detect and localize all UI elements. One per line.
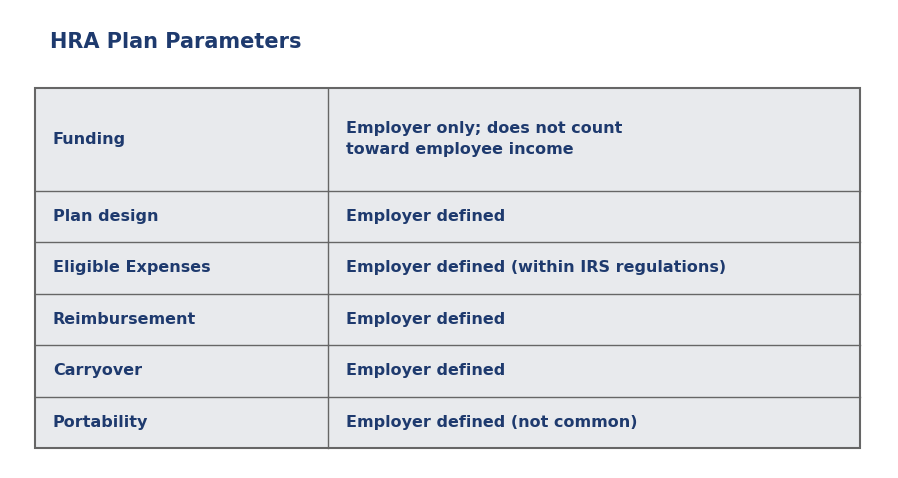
Text: Employer defined (within IRS regulations): Employer defined (within IRS regulations… [346,261,726,275]
Text: Employer defined: Employer defined [346,312,505,327]
Text: HRA Plan Parameters: HRA Plan Parameters [50,32,302,52]
Text: Funding: Funding [53,132,126,147]
Text: Eligible Expenses: Eligible Expenses [53,261,211,275]
Text: Reimbursement: Reimbursement [53,312,197,327]
Text: Employer defined (not common): Employer defined (not common) [346,415,638,430]
Bar [35,88,860,448]
Text: Employer defined: Employer defined [346,209,505,224]
Text: Employer defined: Employer defined [346,363,505,379]
Text: Plan design: Plan design [53,209,159,224]
Text: Employer only; does not count
toward employee income: Employer only; does not count toward emp… [346,121,622,157]
Text: Carryover: Carryover [53,363,142,379]
Text: Portability: Portability [53,415,148,430]
